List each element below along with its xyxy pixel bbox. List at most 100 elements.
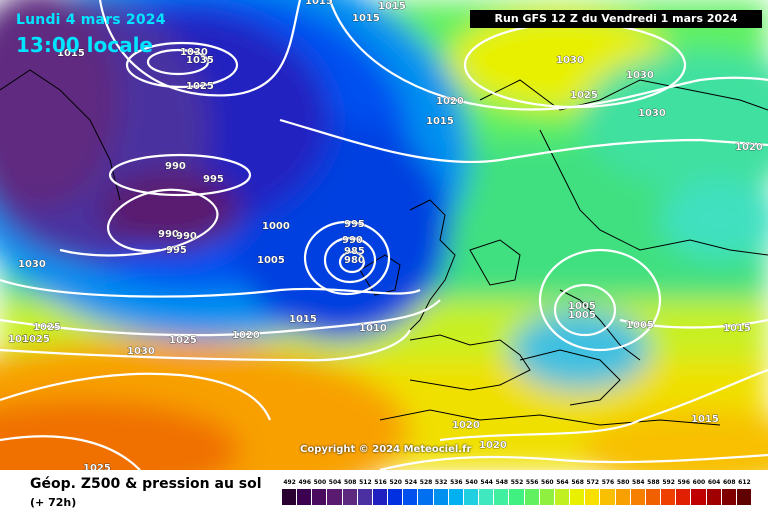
isobar-label: 995 (203, 174, 224, 185)
coastlines (0, 69, 768, 426)
legend-swatch (661, 489, 676, 505)
isobar-labels: 1015 1015 1015 1015 1030 1035 1025 1030 … (8, 0, 763, 470)
legend-swatch (645, 489, 661, 505)
isobar-label: 1015 (378, 1, 406, 12)
legend-swatch (479, 489, 494, 505)
legend-value: 552 (510, 479, 524, 486)
legend-swatch (706, 489, 721, 505)
legend-value: 492 (283, 479, 296, 486)
product-title: Géop. Z500 & pression au sol (30, 476, 262, 492)
isobar-label: 1015 (352, 13, 380, 24)
isobar-label: 990 (176, 231, 197, 242)
color-legend: 492 496 500 504 508 512 516 520 524 528 532 536 540 5… (282, 479, 752, 509)
isobar-label: 990 (158, 229, 179, 240)
legend-value: 584 (632, 479, 645, 486)
weather-map: 1015 1015 1015 1015 1030 1035 1025 1030 … (0, 0, 768, 470)
legend-swatch (676, 489, 691, 505)
legend-value: 608 (722, 479, 736, 486)
isobar-label: 1025 (22, 334, 50, 345)
legend-value: 572 (586, 479, 600, 486)
legend-swatch (312, 489, 327, 505)
legend-value: 540 (465, 479, 478, 486)
isobar-label: 1025 (169, 335, 197, 346)
isobar-label: 1025 (33, 322, 61, 333)
isobar-label: 1020 (232, 330, 260, 341)
isobar-label: 1030 (556, 55, 584, 66)
isobar-label: 1030 (127, 346, 155, 357)
legend-swatch (585, 489, 600, 505)
legend-value: 520 (389, 479, 402, 486)
legend-value: 508 (343, 479, 357, 486)
isobar-label: 980 (344, 255, 365, 266)
legend-swatch (691, 489, 706, 505)
legend-value: 532 (434, 479, 448, 486)
legend-value: 604 (707, 479, 721, 486)
legend-value: 528 (419, 479, 433, 486)
legend-value: 560 (541, 479, 554, 486)
legend-value: 568 (571, 479, 584, 486)
legend-value: 600 (692, 479, 706, 486)
legend-swatch (418, 489, 433, 505)
isobar-label: 1015 (691, 414, 719, 425)
legend-value: 564 (556, 479, 569, 486)
legend-swatch (554, 489, 570, 505)
isobar-label: 1020 (452, 420, 480, 431)
legend-swatch (282, 489, 297, 505)
isobar-label: 990 (165, 161, 186, 172)
legend-swatch (494, 489, 509, 505)
legend-swatch (600, 489, 615, 505)
copyright-notice: Copyright © 2024 Meteociel.fr (300, 444, 472, 455)
legend-value: 536 (450, 479, 463, 486)
isobar-label: 990 (342, 235, 363, 246)
isobar-label: 1020 (735, 142, 763, 153)
footer: Géop. Z500 & pression au sol (+ 72h) 492… (0, 470, 768, 512)
isobar-label: 1030 (18, 259, 46, 270)
legend-swatch (297, 489, 312, 505)
legend-value: 580 (616, 479, 630, 486)
legend-swatch (342, 489, 357, 505)
legend-value: 592 (662, 479, 675, 486)
isobar-label: 1015 (57, 48, 85, 59)
legend-value: 496 (298, 479, 311, 486)
legend-swatch (736, 489, 751, 505)
legend-swatch (570, 489, 585, 505)
isobar-label: 1005 (257, 255, 285, 266)
isobar-label: 1005 (568, 301, 596, 312)
isobar-label: 1025 (83, 463, 111, 470)
isobar-label: 1035 (186, 55, 214, 66)
legend-swatch (448, 489, 463, 505)
isobar-label: 1015 (426, 116, 454, 127)
legend-swatch (721, 489, 736, 505)
run-info: Run GFS 12 Z du Vendredi 1 mars 2024 (470, 10, 762, 28)
legend-swatch (615, 489, 630, 505)
isobar-label: 1015 (289, 314, 317, 325)
isobar-label: 1010 (359, 323, 387, 334)
legend-swatch (357, 489, 372, 505)
isobar-label: 985 (344, 246, 365, 257)
legend-swatch (403, 489, 418, 505)
legend-value: 504 (328, 479, 342, 486)
isobar-label: 1020 (479, 440, 507, 451)
isobar-label: 1030 (626, 70, 654, 81)
isobar-label: 1010 (8, 334, 36, 345)
isobar-label: 1000 (262, 221, 290, 232)
legend-swatch (524, 489, 539, 505)
legend-value: 612 (738, 479, 751, 486)
isobar-lines (0, 0, 768, 470)
legend-value: 576 (601, 479, 615, 486)
legend-swatch (630, 489, 645, 505)
legend-value: 556 (525, 479, 539, 486)
legend-value: 512 (359, 479, 372, 486)
legend-swatch (327, 489, 342, 505)
isobar-label: 1030 (180, 47, 208, 58)
isobar-label: 1025 (186, 81, 214, 92)
forecast-step: (+ 72h) (30, 496, 77, 509)
legend-value: 544 (480, 479, 493, 486)
legend-swatch (539, 489, 554, 505)
local-time: 13:00 locale (16, 33, 153, 57)
legend-value: 596 (677, 479, 691, 486)
isobar-label: 995 (344, 219, 365, 230)
legend-value: 500 (313, 479, 327, 486)
legend-value: 516 (374, 479, 387, 486)
isobar-label: 1025 (570, 90, 598, 101)
